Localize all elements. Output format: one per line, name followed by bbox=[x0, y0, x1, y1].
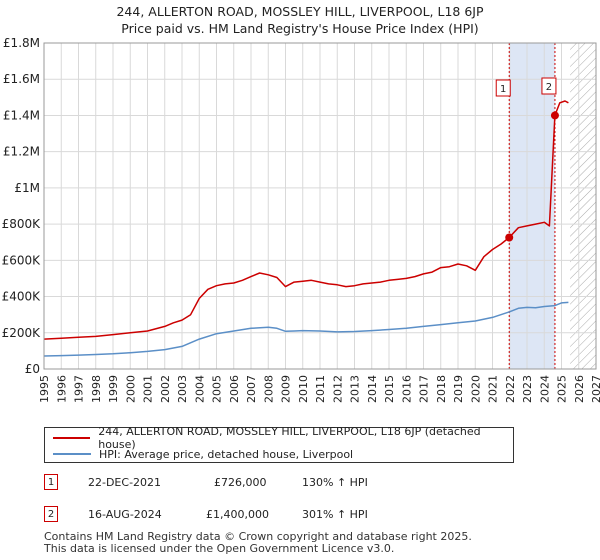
sale-period-highlight bbox=[509, 43, 555, 369]
x-tick-label: 1999 bbox=[107, 375, 120, 403]
sale-marker-badge: 2 bbox=[44, 506, 58, 522]
x-tick-label: 1998 bbox=[90, 375, 103, 403]
y-tick-label: £0 bbox=[25, 362, 40, 376]
legend-label-hpi: HPI: Average price, detached house, Live… bbox=[99, 447, 354, 461]
x-tick-label: 2026 bbox=[573, 375, 586, 403]
x-tick-label: 2009 bbox=[280, 375, 293, 403]
x-tick-label: 2024 bbox=[538, 375, 551, 403]
y-tick-label: £400K bbox=[2, 290, 42, 304]
sale-hpi-change: 301% ↑ HPI bbox=[302, 508, 368, 521]
sale-marker-badge: 1 bbox=[44, 474, 58, 490]
sale-price: £1,400,000 bbox=[206, 508, 269, 521]
sale-marker-box-1 bbox=[495, 79, 511, 97]
footer-copyright: Contains HM Land Registry data © Crown c… bbox=[44, 530, 472, 543]
x-tick-label: 2014 bbox=[366, 375, 379, 403]
x-tick-label: 1995 bbox=[38, 375, 51, 403]
hpi-series-line bbox=[43, 301, 569, 357]
legend-label-price: 244, ALLERTON ROAD, MOSSLEY HILL, LIVERP… bbox=[98, 425, 481, 451]
plot-border bbox=[43, 42, 597, 370]
x-tick-label: 2017 bbox=[418, 375, 431, 403]
sale-marker-label-1: 1 bbox=[500, 84, 506, 95]
x-tick-label: 2018 bbox=[435, 375, 448, 403]
x-tick-label: 2020 bbox=[469, 375, 482, 403]
x-tick-label: 2025 bbox=[556, 375, 569, 403]
future-hatch-region bbox=[570, 43, 596, 369]
x-tick-label: 1997 bbox=[73, 375, 86, 403]
x-tick-label: 2000 bbox=[124, 375, 137, 403]
sale-marker-label-2: 2 bbox=[546, 82, 552, 93]
x-tick-label: 2023 bbox=[521, 375, 534, 403]
sale-point-1 bbox=[505, 233, 514, 242]
y-tick-label: £1.4M bbox=[3, 108, 40, 122]
chart-subtitle: Price paid vs. HM Land Registry's House … bbox=[121, 21, 479, 36]
sale-marker-box-2 bbox=[541, 77, 557, 95]
legend-swatch-price bbox=[53, 437, 91, 439]
x-tick-label: 2019 bbox=[452, 375, 465, 403]
x-tick-label: 2022 bbox=[504, 375, 517, 403]
x-tick-label: 2007 bbox=[245, 375, 258, 403]
sale-point-2 bbox=[550, 111, 559, 120]
x-tick-label: 2010 bbox=[297, 375, 310, 403]
x-tick-label: 2002 bbox=[159, 375, 172, 403]
x-tick-label: 2011 bbox=[314, 375, 327, 403]
x-tick-label: 2021 bbox=[487, 375, 500, 403]
y-tick-label: £800K bbox=[2, 217, 42, 231]
x-tick-label: 2004 bbox=[193, 375, 206, 403]
x-tick-label: 2016 bbox=[400, 375, 413, 403]
chart-title: 244, ALLERTON ROAD, MOSSLEY HILL, LIVERP… bbox=[116, 4, 484, 19]
y-tick-label: £1.2M bbox=[3, 145, 40, 159]
footer-licence: This data is licensed under the Open Gov… bbox=[44, 542, 395, 555]
x-tick-label: 1996 bbox=[55, 375, 68, 403]
sale-date: 22-DEC-2021 bbox=[88, 476, 162, 489]
x-tick-label: 2012 bbox=[331, 375, 344, 403]
sale-price: £726,000 bbox=[214, 476, 267, 489]
y-tick-label: £1M bbox=[14, 181, 40, 195]
x-tick-label: 2003 bbox=[176, 375, 189, 403]
price-chart: £0 £200K £400K £600K £800K £1M £1.2M £1.4M £1.6M… bbox=[2, 36, 600, 403]
x-tick-label: 2006 bbox=[228, 375, 241, 403]
sale-hpi-change: 130% ↑ HPI bbox=[302, 476, 368, 489]
y-tick-label: £600K bbox=[2, 253, 42, 267]
sale-date: 16-AUG-2024 bbox=[88, 508, 162, 521]
y-tick-label: £1.8M bbox=[3, 36, 40, 50]
legend-swatch-hpi bbox=[53, 453, 91, 455]
x-tick-label: 2005 bbox=[211, 375, 224, 403]
legend-item-hpi: HPI: Average price, detached house, Live… bbox=[53, 446, 353, 462]
x-tick-label: 2015 bbox=[383, 375, 396, 403]
x-tick-label: 2013 bbox=[349, 375, 362, 403]
y-tick-label: £1.6M bbox=[3, 72, 40, 86]
x-tick-label: 2027 bbox=[590, 375, 600, 403]
y-tick-label: £200K bbox=[2, 326, 42, 340]
x-tick-label: 2008 bbox=[262, 375, 275, 403]
chart-legend: 244, ALLERTON ROAD, MOSSLEY HILL, LIVERP… bbox=[44, 425, 514, 463]
legend-item-price: 244, ALLERTON ROAD, MOSSLEY HILL, LIVERP… bbox=[53, 425, 513, 451]
x-tick-label: 2001 bbox=[142, 375, 155, 403]
